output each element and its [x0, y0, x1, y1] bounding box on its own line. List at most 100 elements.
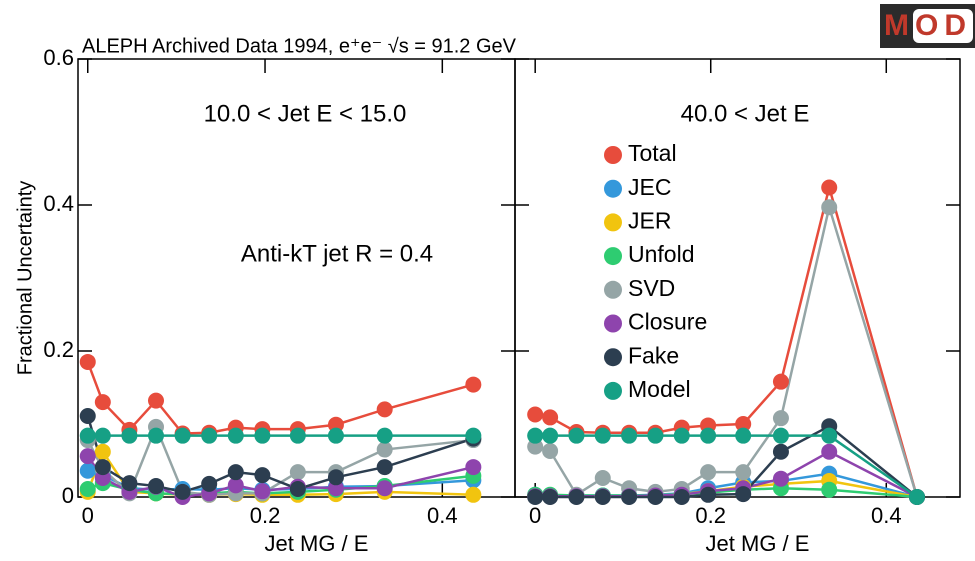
legend-marker	[604, 280, 622, 299]
data-point	[121, 427, 138, 444]
data-point	[527, 406, 544, 423]
data-point	[821, 179, 838, 196]
y-tick-label: 0.4	[43, 191, 74, 216]
data-point	[772, 443, 789, 460]
data-point	[647, 427, 664, 444]
data-point	[254, 467, 271, 484]
y-axis-label: Fractional Uncertainty	[14, 181, 36, 376]
data-point	[465, 459, 482, 476]
series-line	[86, 361, 474, 435]
legend-label: Unfold	[628, 241, 694, 267]
annotation: 10.0 < Jet E < 15.0	[204, 100, 407, 127]
data-point	[647, 489, 664, 505]
data-point	[542, 489, 559, 505]
x-axis-label: Jet MG / E	[706, 531, 810, 556]
data-point	[94, 443, 111, 460]
x-tick-label: 0.2	[695, 503, 726, 528]
data-point	[700, 464, 717, 481]
data-point	[327, 416, 344, 433]
data-point	[201, 427, 218, 444]
data-point	[542, 443, 559, 460]
series-line	[534, 202, 919, 498]
legend-label: Model	[628, 376, 691, 402]
x-tick-label: 0.2	[250, 503, 281, 528]
data-point	[673, 489, 690, 505]
data-point	[465, 376, 482, 393]
series-line	[535, 450, 918, 499]
data-point	[254, 483, 271, 500]
x-tick-label: 0	[529, 503, 541, 528]
data-point	[621, 427, 638, 444]
data-point	[174, 427, 191, 444]
data-point	[821, 481, 838, 498]
legend-label: JER	[628, 207, 671, 233]
data-point	[673, 427, 690, 444]
data-point	[527, 438, 544, 455]
data-point	[542, 409, 559, 426]
data-point	[735, 416, 752, 432]
data-point	[148, 392, 165, 409]
data-point	[227, 427, 244, 444]
data-point	[465, 486, 482, 503]
logo: MOD	[884, 9, 972, 42]
data-point	[148, 478, 165, 495]
data-point	[327, 427, 344, 444]
data-point	[79, 427, 96, 444]
y-tick-label: 0.6	[43, 45, 74, 70]
legend-marker	[604, 146, 622, 164]
data-point	[700, 427, 717, 444]
legend-label: Fake	[628, 342, 679, 368]
data-point	[227, 464, 244, 481]
data-point	[121, 475, 138, 492]
legend-marker	[604, 247, 622, 266]
legend-label: Total	[628, 140, 677, 166]
data-point	[594, 470, 611, 487]
x-axis-label: Jet MG / E	[265, 531, 369, 556]
data-point	[94, 459, 111, 476]
data-point	[376, 441, 393, 458]
annotation: 40.0 < Jet E	[681, 100, 810, 127]
data-point	[527, 427, 544, 444]
data-point	[79, 480, 96, 497]
x-tick-label: 0	[82, 503, 94, 528]
data-point	[254, 427, 271, 444]
data-point	[568, 489, 585, 505]
data-point	[94, 470, 111, 487]
data-point	[79, 353, 96, 370]
data-point	[594, 427, 611, 444]
chart-title: ALEPH Archived Data 1994, e⁺e⁻ √s = 91.2…	[82, 35, 517, 57]
data-point	[94, 394, 111, 411]
legend-label: JEC	[628, 174, 671, 200]
legend-marker	[604, 213, 622, 232]
data-point	[289, 480, 306, 497]
data-point	[289, 427, 306, 444]
annotation: Anti-kT jet R = 0.4	[241, 240, 433, 267]
logo-inner	[913, 9, 973, 43]
legend-marker	[604, 314, 622, 333]
data-point	[821, 443, 838, 460]
data-point	[735, 427, 752, 444]
data-point	[327, 469, 344, 486]
data-point	[148, 427, 165, 444]
data-point	[735, 464, 752, 481]
data-point	[621, 489, 638, 505]
legend-label: Closure	[628, 309, 707, 335]
data-point	[465, 427, 482, 444]
x-tick-label: 0.4	[427, 503, 458, 528]
data-point	[568, 427, 585, 444]
x-tick-label: 0.4	[871, 503, 902, 528]
data-point	[542, 427, 559, 444]
data-point	[700, 486, 717, 503]
data-point	[79, 462, 96, 479]
data-point	[327, 480, 344, 497]
data-point	[821, 199, 838, 216]
legend-marker	[604, 381, 622, 400]
y-tick-label: 0	[62, 483, 74, 508]
data-point	[94, 427, 111, 444]
data-point	[821, 427, 838, 444]
legend-marker	[604, 348, 622, 367]
data-point	[79, 407, 96, 424]
data-point	[174, 483, 191, 500]
data-point	[227, 477, 244, 494]
